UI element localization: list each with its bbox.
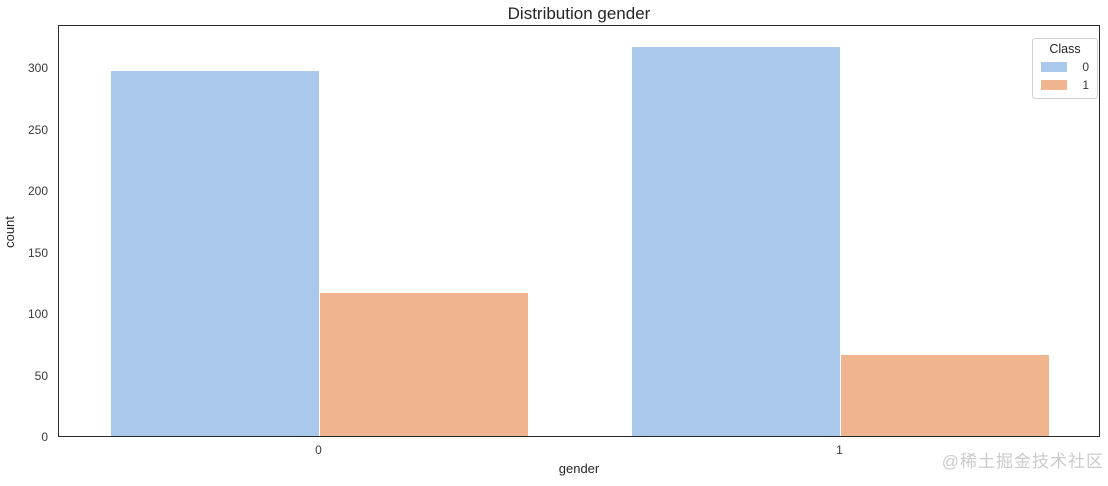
watermark: @稀土掘金技术社区 xyxy=(941,452,1104,471)
x-axis-label: gender xyxy=(558,461,600,476)
bar-gender-1-class-0 xyxy=(632,47,841,436)
bar-gender-0-class-1 xyxy=(319,293,528,436)
y-tick-label: 250 xyxy=(27,122,48,137)
plot-area xyxy=(58,25,1100,437)
bar-gender-0-class-0 xyxy=(111,70,320,436)
bar-gender-1-class-1 xyxy=(840,354,1049,436)
y-axis-label: count xyxy=(2,216,17,248)
chart-title: Distribution gender xyxy=(507,4,651,23)
legend-entry: 1 xyxy=(1041,78,1089,92)
legend-entry: 0 xyxy=(1041,60,1089,74)
legend-entry-label: 0 xyxy=(1082,60,1089,74)
y-tick-label: 300 xyxy=(27,61,48,76)
legend-swatch-icon xyxy=(1041,62,1067,72)
x-tick-label: 1 xyxy=(836,443,843,457)
legend-title: Class xyxy=(1049,42,1081,56)
legend-swatch-icon xyxy=(1041,80,1067,90)
x-tick-label: 0 xyxy=(315,443,322,457)
y-tick-label: 50 xyxy=(34,368,48,383)
legend-entry-label: 1 xyxy=(1082,78,1089,92)
y-tick-label: 100 xyxy=(27,307,48,321)
y-tick-label: 0 xyxy=(41,430,48,444)
